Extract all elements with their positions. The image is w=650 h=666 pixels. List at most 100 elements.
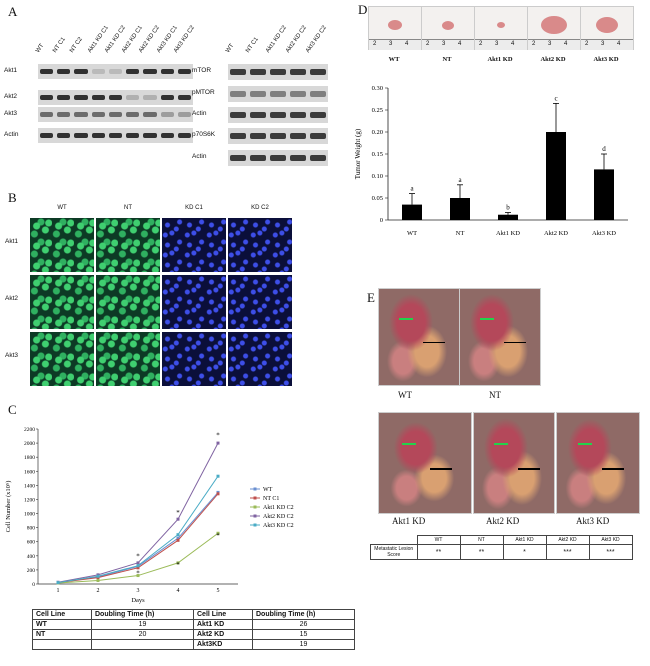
blot-band (40, 133, 54, 138)
legend-label: Akt3 KD C2 (263, 523, 294, 529)
significance-star: * (216, 431, 220, 439)
blot-band (270, 155, 286, 161)
if-image-akt2-kdc1 (162, 275, 226, 329)
if-image-akt1-wt (30, 218, 94, 272)
blot-band (177, 133, 191, 138)
y-tick-label: 0.15 (372, 151, 383, 158)
table-cell: 19 (252, 639, 355, 650)
blot-band (74, 95, 88, 100)
metastasis-arrow (494, 443, 508, 445)
data-point (96, 578, 100, 582)
y-tick-label: 1400 (24, 483, 35, 489)
mouse-dissection-photo (378, 412, 472, 514)
blot-band (290, 69, 306, 75)
table-header: Akt3 KD (588, 535, 633, 545)
legend-label: NT C1 (263, 496, 279, 502)
x-axis-label: Days (131, 597, 145, 604)
y-tick-label: 200 (27, 568, 36, 574)
blot-row-label: Akt2 (4, 93, 18, 100)
mouse-label: Akt1 KD (392, 516, 426, 526)
blot-band (160, 112, 174, 117)
tumor-label: Akt1 KD (487, 56, 513, 63)
blot-band (250, 112, 266, 118)
metastasis-arrow (399, 317, 413, 320)
y-tick-label: 1800 (24, 455, 35, 461)
y-axis-label: Cell Number (x10⁵) (5, 481, 12, 533)
table-cell: ** (459, 544, 504, 560)
ruler-mark: 3 (389, 41, 393, 47)
x-tick-label: 2 (97, 588, 100, 594)
blot-band (143, 69, 157, 74)
legend-marker (253, 514, 257, 518)
significance-star: * (216, 532, 220, 540)
tumor-label: Akt2 KD (540, 56, 566, 63)
tumor-specimen (596, 17, 618, 33)
if-image-akt3-wt (30, 332, 94, 386)
tumor-specimen (541, 16, 567, 34)
ruler: 2 3 4 (528, 39, 580, 50)
blot-band (290, 155, 306, 161)
tumor-photo: 2 3 4 (527, 6, 581, 50)
blot-band (270, 112, 286, 118)
blot-lane-label: WT (225, 42, 236, 54)
ruler-mark: 3 (442, 41, 446, 47)
significance-star: * (176, 561, 180, 569)
data-point (176, 561, 180, 565)
table-cell: *** (588, 544, 633, 560)
blot-band (250, 155, 266, 161)
table-header: Akt1 KD (502, 535, 547, 545)
blot-band (91, 69, 105, 74)
significance-star: * (136, 570, 140, 578)
data-point (216, 441, 220, 445)
ruler: 2 3 4 (369, 39, 421, 50)
blot-strip (228, 64, 328, 80)
table-cell (91, 639, 194, 650)
y-tick-label: 0.25 (372, 107, 383, 114)
blot-band (270, 91, 286, 97)
blot-band (160, 95, 174, 100)
blot-lane-label: NT C1 (245, 36, 260, 54)
table-header: Doubling Time (h) (252, 609, 355, 620)
legend-marker (253, 505, 257, 509)
blot-band (40, 112, 54, 117)
metastasis-arrow (480, 317, 494, 320)
ruler-mark: 2 (585, 41, 589, 47)
ruler-mark: 2 (532, 41, 536, 47)
legend-marker (253, 496, 257, 500)
ruler-mark: 4 (617, 41, 621, 47)
blot-band (177, 95, 191, 100)
blot-band (310, 91, 326, 97)
if-image-akt2-nt (96, 275, 160, 329)
tumor-photo: 2 3 4 (474, 6, 528, 50)
tumor-label: NT (442, 56, 452, 63)
blot-band (143, 133, 157, 138)
blot-band (108, 95, 123, 100)
blot-row-label: Akt1 (4, 67, 18, 74)
blot-band (91, 95, 105, 100)
data-point (96, 574, 100, 578)
significance-letter: c (554, 94, 557, 102)
mouse-dissection-photo (459, 288, 541, 386)
tumor-specimen (388, 20, 402, 30)
blot-band (310, 112, 326, 118)
table-cell: *** (545, 544, 590, 560)
blot-band (230, 69, 246, 75)
blot-band (250, 91, 266, 97)
bar (498, 214, 518, 220)
table-header: Cell Line (193, 609, 253, 620)
x-tick-label: 5 (217, 588, 220, 594)
blot-band (160, 69, 174, 74)
blot-row-label: Actin (192, 110, 207, 117)
blot-band (74, 112, 88, 117)
blot-row-label: Actin (192, 153, 207, 160)
if-row-label: Akt2 (5, 295, 19, 302)
table-header: Doubling Time (h) (91, 609, 194, 620)
blot-band (143, 112, 157, 117)
significance-letter: d (602, 145, 606, 153)
y-tick-label: 800 (27, 526, 36, 532)
blot-band (250, 133, 266, 139)
table-header: Akt2 KD (545, 535, 590, 545)
blot-band (250, 69, 266, 75)
significance-letter: b (506, 204, 510, 212)
table-row-label: Metastatic Lesion Score (370, 544, 418, 560)
